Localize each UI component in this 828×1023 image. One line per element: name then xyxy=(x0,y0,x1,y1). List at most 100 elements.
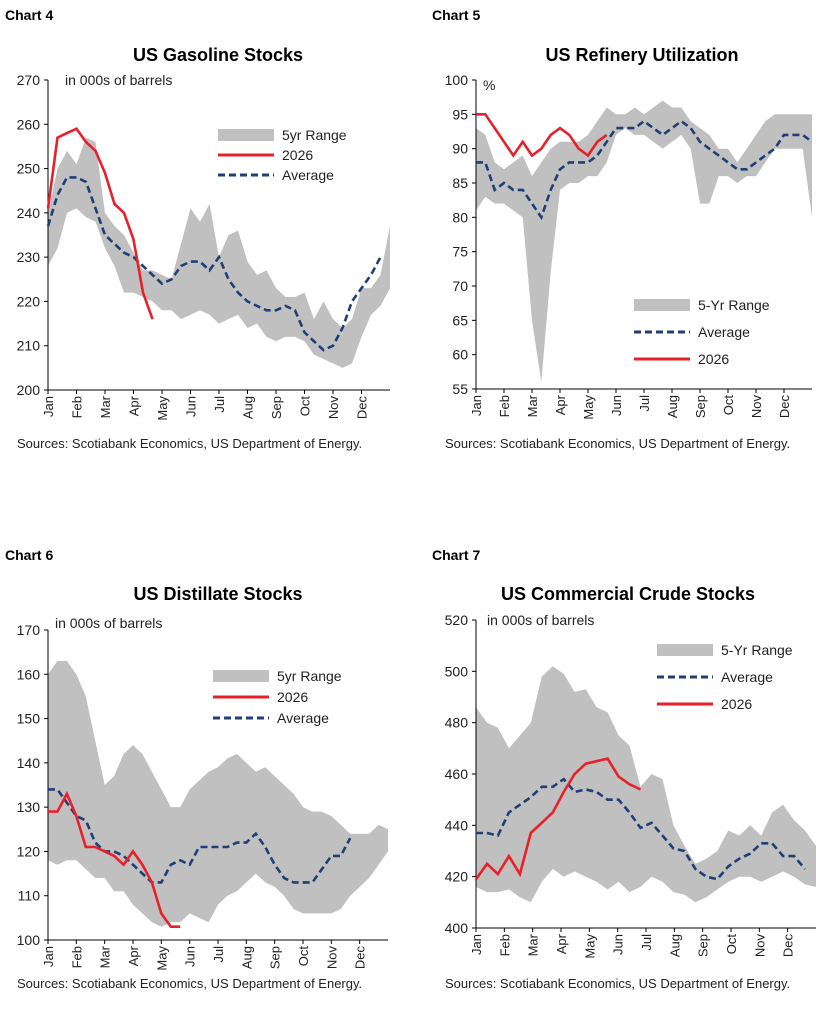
y-tick-label: 120 xyxy=(17,843,41,859)
chart-panel-crude: Chart 7 US Commercial Crude Stocks 400 42… xyxy=(414,540,828,1023)
x-tick-label: Oct xyxy=(296,946,311,967)
x-tick-label: May xyxy=(155,396,170,421)
current-line xyxy=(474,757,642,880)
x-tick-label: Mar xyxy=(98,945,113,968)
y-tick-label: 55 xyxy=(452,381,468,397)
y-tick-label: 440 xyxy=(445,817,469,833)
x-tick-label: Jun xyxy=(184,396,199,417)
x-tick-label: May xyxy=(154,946,169,971)
y-tick-label: 200 xyxy=(17,382,41,398)
y-tick-label: 500 xyxy=(445,663,469,679)
legend-label: 5yr Range xyxy=(277,668,342,684)
x-tick-label: Feb xyxy=(497,395,512,417)
x-tick-label: Feb xyxy=(497,934,512,956)
chart-source: Sources: Scotiabank Economics, US Depart… xyxy=(17,976,363,991)
x-tick-label: Jul xyxy=(211,946,226,963)
y-tick-label: 100 xyxy=(445,72,469,88)
unit-label: in 000s of barrels xyxy=(65,72,172,88)
x-tick-label: Apr xyxy=(126,945,141,966)
range-band xyxy=(476,666,816,903)
x-tick-label: Aug xyxy=(239,946,254,969)
range-band xyxy=(48,137,390,368)
x-tick-label: Jun xyxy=(609,395,624,416)
range-band xyxy=(476,100,812,383)
x-tick-label: Sep xyxy=(693,395,708,418)
y-tick-label: 85 xyxy=(452,175,468,191)
x-tick-label: May xyxy=(581,395,596,420)
x-tick-label: Dec xyxy=(781,934,796,958)
x-tick-label: Aug xyxy=(241,396,256,419)
x-tick-label: Apr xyxy=(127,395,142,416)
average-line xyxy=(48,788,352,884)
x-tick-label: Jul xyxy=(212,396,227,413)
x-tick-label: Aug xyxy=(665,395,680,418)
chart-plot: 400 420 440 460 480 500 520 Jan Feb Mar Apr May Jun J… xyxy=(445,612,816,959)
chart-source: Sources: Scotiabank Economics, US Depart… xyxy=(17,436,363,451)
y-tick-label: 140 xyxy=(17,755,41,771)
x-tick-label: Dec xyxy=(353,946,368,970)
x-tick-label: Sep xyxy=(268,946,283,969)
x-tick-label: Jan xyxy=(41,396,56,417)
legend-label: Average xyxy=(282,167,334,183)
x-tick-label: Sep xyxy=(696,934,711,957)
chart-plot: 55 60 65 70 75 80 85 90 95 100 Jan Feb Mar Apr May Jun J… xyxy=(445,72,813,420)
legend-label: 2026 xyxy=(282,147,313,163)
x-tick-label: Aug xyxy=(667,934,682,957)
x-tick-label: Sep xyxy=(269,396,284,419)
x-tick-label: Jan xyxy=(469,934,484,955)
current-line xyxy=(48,790,181,929)
x-tick-label: Jul xyxy=(639,934,654,951)
x-tick-label: Jul xyxy=(637,395,652,412)
legend-label: 2026 xyxy=(721,696,752,712)
y-tick-label: 420 xyxy=(445,869,469,885)
unit-label: in 000s of barrels xyxy=(55,615,162,631)
chart-title: US Distillate Stocks xyxy=(133,584,303,604)
chart-number: Chart 6 xyxy=(5,547,54,563)
y-tick-label: 70 xyxy=(452,278,468,294)
y-tick-label: 480 xyxy=(445,715,469,731)
x-tick-label: Mar xyxy=(525,394,540,417)
unit-label: in 000s of barrels xyxy=(487,612,594,628)
x-tick-label: Oct xyxy=(721,395,736,416)
y-tick-label: 160 xyxy=(17,666,41,682)
chart-plot: 100 110 120 130 140 150 160 170 Jan Feb Mar Apr May J… xyxy=(17,615,388,971)
legend-label: Average xyxy=(277,710,329,726)
y-tick-label: 250 xyxy=(17,161,41,177)
x-tick-label: Dec xyxy=(777,395,792,419)
legend-swatch-range xyxy=(213,670,269,682)
range-band xyxy=(48,661,388,927)
y-tick-label: 95 xyxy=(452,106,468,122)
legend-label: Average xyxy=(698,324,750,340)
legend-swatch-range xyxy=(657,644,713,656)
x-tick-label: May xyxy=(582,934,597,959)
x-tick-label: Oct xyxy=(724,934,739,955)
x-tick-label: Feb xyxy=(69,946,84,968)
y-tick-label: 270 xyxy=(17,72,41,88)
y-tick-label: 460 xyxy=(445,766,469,782)
y-tick-label: 65 xyxy=(452,312,468,328)
legend-label: Average xyxy=(721,669,773,685)
x-tick-label: Nov xyxy=(326,396,341,420)
x-tick-label: Jan xyxy=(469,395,484,416)
y-tick-label: 90 xyxy=(452,141,468,157)
y-tick-label: 150 xyxy=(17,711,41,727)
x-tick-label: Jun xyxy=(183,946,198,967)
y-tick-label: 520 xyxy=(445,612,469,628)
y-tick-label: 260 xyxy=(17,116,41,132)
x-tick-label: Apr xyxy=(553,394,568,415)
x-tick-label: Dec xyxy=(355,396,370,420)
legend-label: 5-Yr Range xyxy=(721,642,793,658)
x-tick-label: Nov xyxy=(749,395,764,419)
y-tick-label: 130 xyxy=(17,799,41,815)
legend-swatch-range xyxy=(218,129,274,141)
chart-number: Chart 4 xyxy=(5,7,54,23)
y-tick-label: 210 xyxy=(17,338,41,354)
x-tick-label: Oct xyxy=(298,396,313,417)
legend-swatch-range xyxy=(634,299,690,311)
y-tick-label: 400 xyxy=(445,920,469,936)
chart-title: US Gasoline Stocks xyxy=(132,45,304,65)
legend-label: 5-Yr Range xyxy=(698,297,770,313)
y-tick-label: 75 xyxy=(452,244,468,260)
x-tick-label: Nov xyxy=(752,934,767,958)
legend-label: 2026 xyxy=(277,689,308,705)
